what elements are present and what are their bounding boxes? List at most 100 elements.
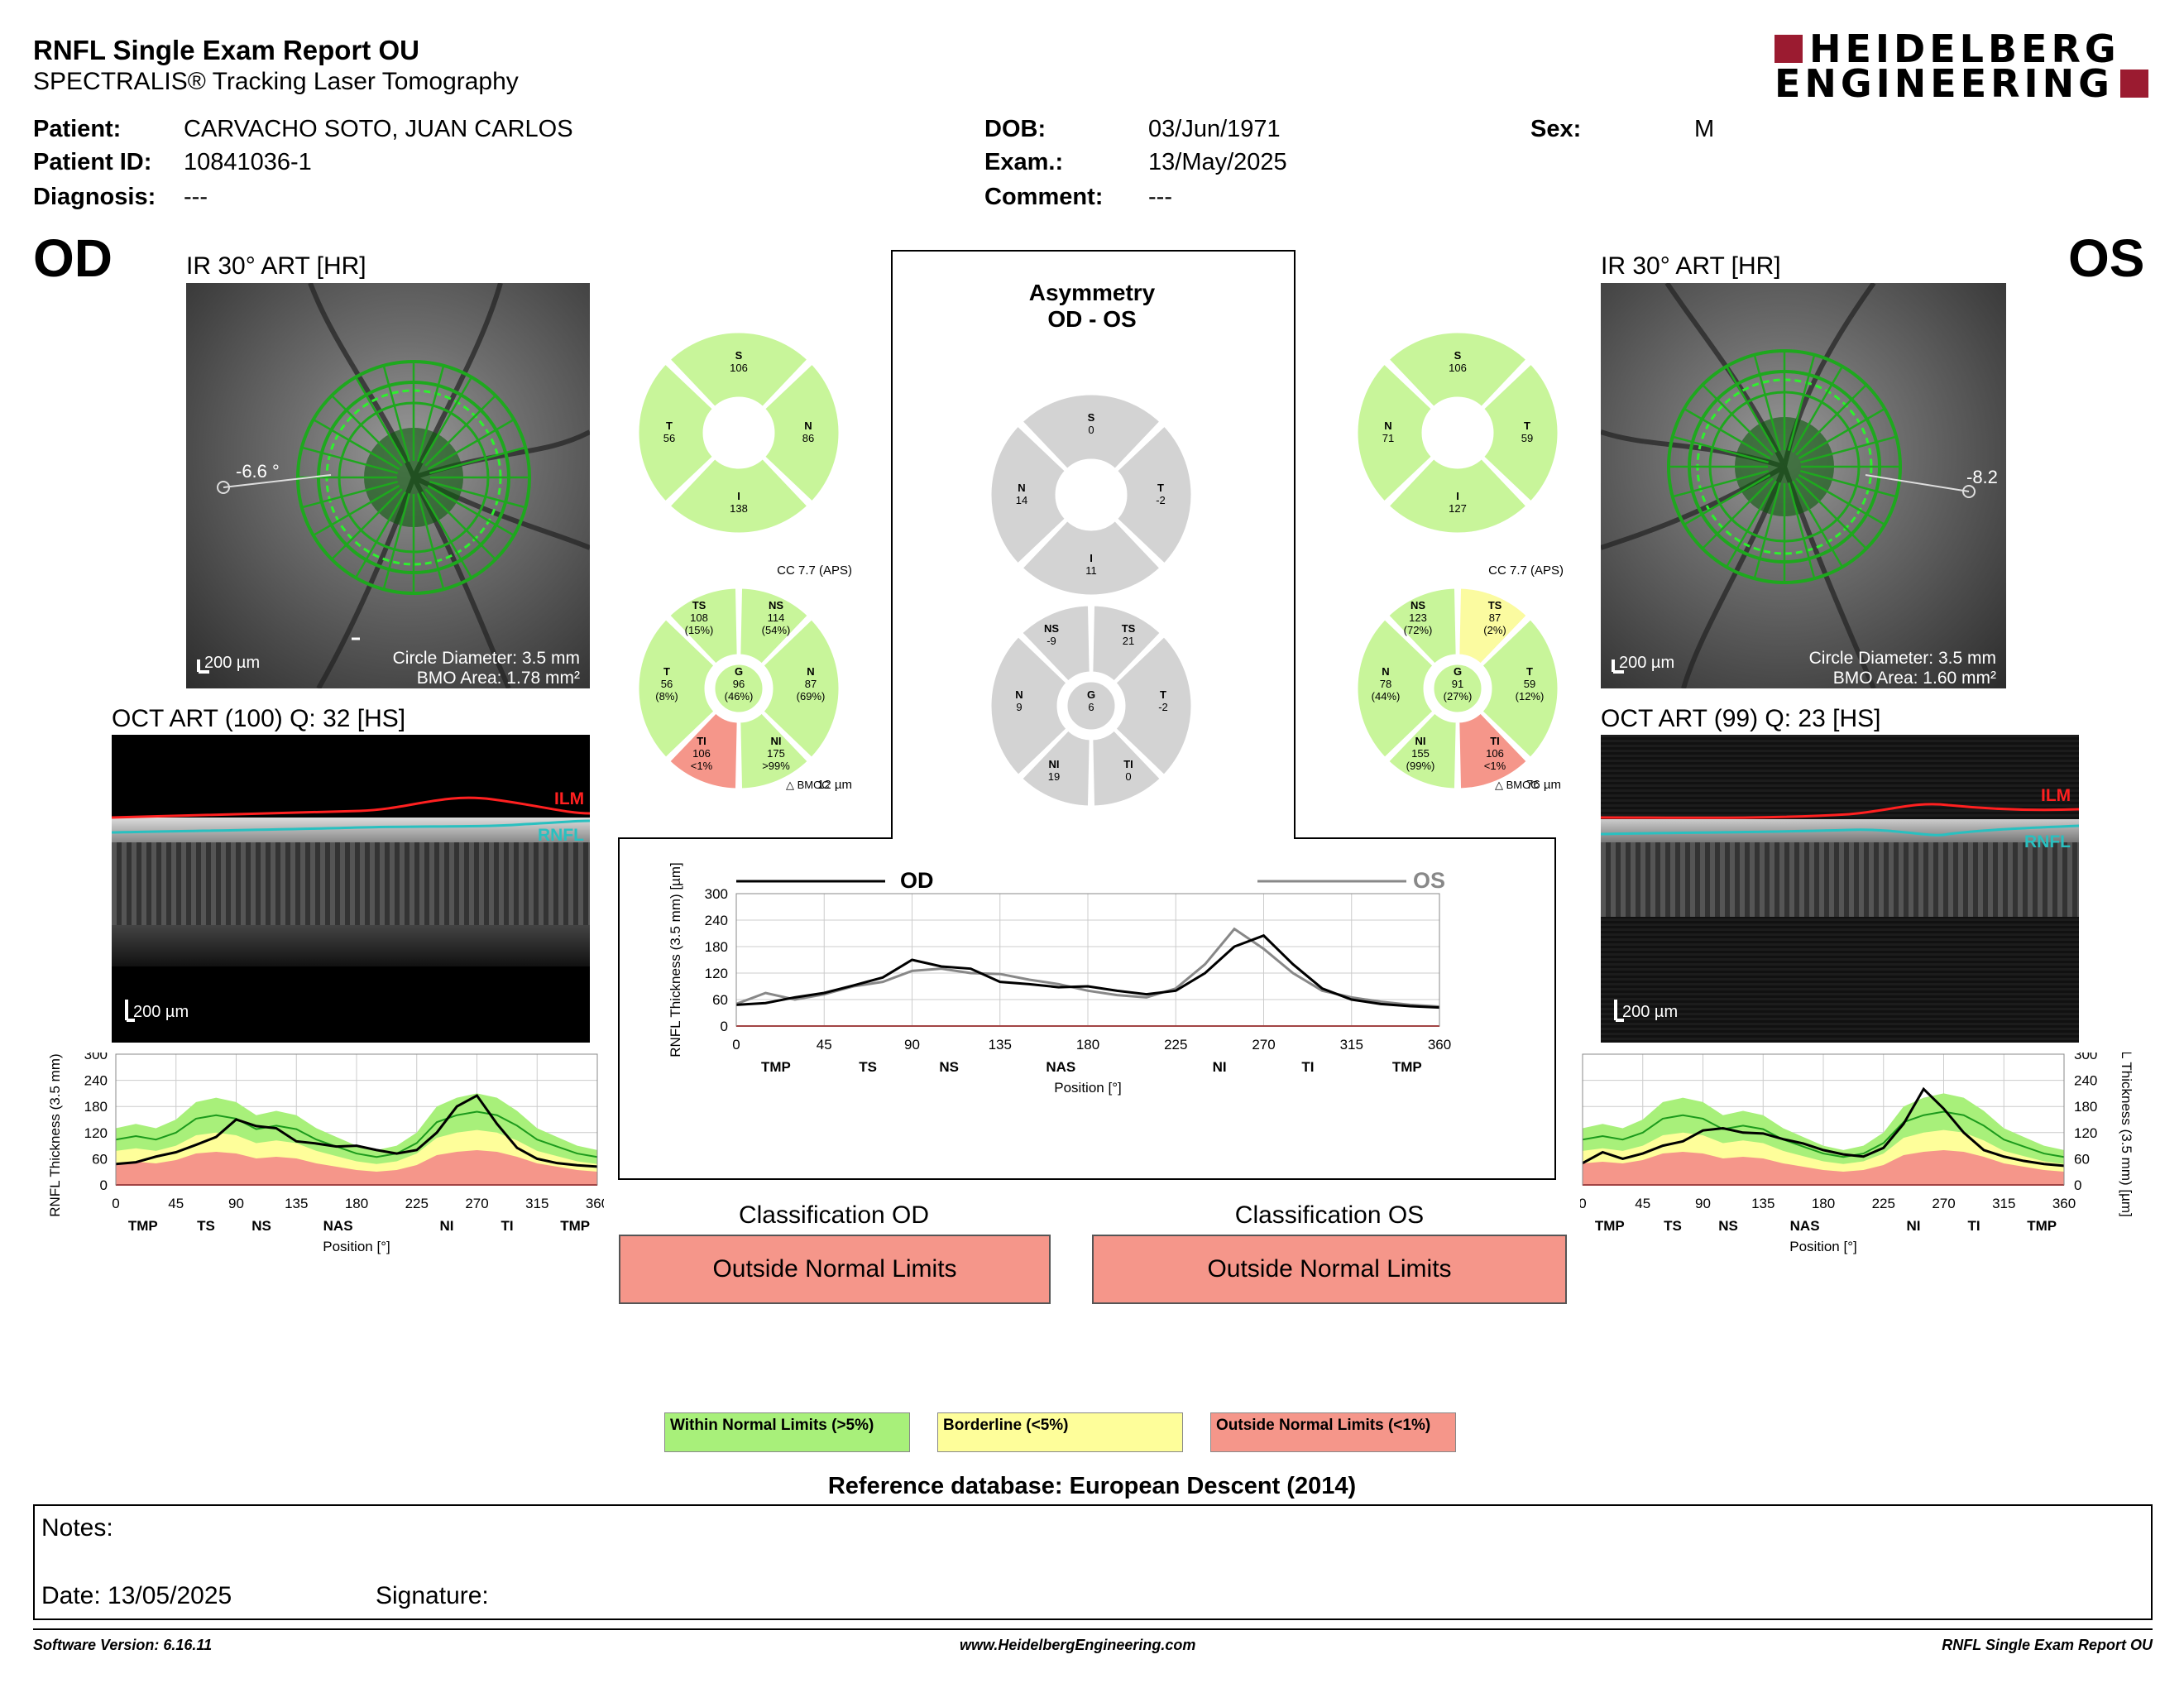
od-eye-label: OD xyxy=(33,228,113,288)
asym-label-N: N9 xyxy=(1015,688,1023,713)
region-label: TMP xyxy=(128,1218,158,1234)
asym-sector-TS xyxy=(1090,603,1163,684)
notes-label: Notes: xyxy=(41,1514,113,1542)
svg-text:(72%): (72%) xyxy=(1404,624,1433,636)
svg-text:0: 0 xyxy=(1088,424,1094,436)
svg-text:86: 86 xyxy=(802,432,814,444)
svg-text:(46%): (46%) xyxy=(725,690,754,703)
y-tick: 300 xyxy=(2074,1053,2097,1062)
logo-line2: ENGINEERING xyxy=(1774,61,2114,106)
svg-text:-2: -2 xyxy=(1156,494,1166,506)
website-link[interactable]: www.HeidelbergEngineering.com xyxy=(960,1637,1196,1653)
report-subtitle: SPECTRALIS® Tracking Laser Tomography xyxy=(33,68,519,95)
x-tick: 270 xyxy=(1252,1037,1275,1053)
asym-quad-S: S0 xyxy=(1088,411,1095,436)
svg-text:19: 19 xyxy=(1048,770,1060,783)
asym-sector-G xyxy=(1065,679,1118,732)
svg-text:-9: -9 xyxy=(1046,635,1056,647)
x-tick: 315 xyxy=(1992,1196,2015,1211)
od-label-T: T56(8%) xyxy=(655,665,678,703)
region-label: TMP xyxy=(1392,1059,1422,1075)
od-torsion-angle: -6.6 ° xyxy=(236,461,280,482)
svg-text:56: 56 xyxy=(661,678,673,690)
sex: M xyxy=(1694,116,1715,142)
od-quadrant-3 xyxy=(636,361,716,505)
od-rnfl-label: RNFL xyxy=(538,826,584,845)
svg-text:106: 106 xyxy=(1449,362,1467,374)
dob: 03/Jun/1971 xyxy=(1148,116,1281,142)
svg-text:127: 127 xyxy=(1449,502,1467,515)
od-quad-N: N86 xyxy=(802,420,814,444)
os-oct-title: OCT ART (99) Q: 23 [HS] xyxy=(1601,705,1881,732)
od-quadrant-1 xyxy=(762,361,841,505)
os-fundus-image: -8.2 200 µm Circle Diameter: 3.5 mm BMO … xyxy=(1601,283,2006,688)
region-label: NS xyxy=(251,1218,271,1234)
x-tick: 0 xyxy=(1580,1196,1587,1211)
reference-database: Reference database: European Descent (20… xyxy=(827,1473,1357,1499)
svg-text:TI: TI xyxy=(1123,758,1133,770)
exam-label: Exam.: xyxy=(984,149,1064,175)
svg-text:N: N xyxy=(1015,688,1023,701)
asym-sector-N xyxy=(989,634,1070,778)
od-bmo-prefix: △ BMOC xyxy=(786,779,830,791)
y-tick: 240 xyxy=(84,1073,108,1089)
asym-quadrant-0 xyxy=(1019,392,1163,472)
svg-text:91: 91 xyxy=(1452,678,1463,690)
svg-text:T: T xyxy=(663,665,670,678)
svg-text:G: G xyxy=(1454,665,1462,678)
y-tick: 60 xyxy=(92,1151,108,1167)
comment: --- xyxy=(1148,184,1172,210)
x-tick: 45 xyxy=(817,1037,832,1053)
svg-text:0: 0 xyxy=(1125,770,1131,783)
svg-text:T: T xyxy=(1526,665,1533,678)
diagnosis-label: Diagnosis: xyxy=(33,184,156,210)
x-tick: 135 xyxy=(1751,1196,1774,1211)
os-bmo-area: BMO Area: 1.60 mm² xyxy=(1832,669,1996,688)
svg-text:G: G xyxy=(1087,688,1095,701)
svg-text:106: 106 xyxy=(1486,747,1504,760)
x-tick: 360 xyxy=(1428,1037,1451,1053)
classification-os-value: Outside Normal Limits xyxy=(1092,1235,1567,1304)
notes-signature: Signature: xyxy=(376,1582,489,1609)
os-sector-TI xyxy=(1457,710,1530,791)
od-quadrant-0 xyxy=(667,330,811,410)
x-tick: 360 xyxy=(2052,1196,2076,1211)
asym-sector-NS xyxy=(1019,603,1092,684)
os-label-T: T59(12%) xyxy=(1516,665,1545,703)
svg-text:I: I xyxy=(1090,552,1093,564)
classification-od-value: Outside Normal Limits xyxy=(619,1235,1051,1304)
svg-text:14: 14 xyxy=(1016,494,1027,506)
svg-text:T: T xyxy=(1157,482,1164,494)
region-label: TMP xyxy=(761,1059,791,1075)
x-tick: 270 xyxy=(465,1196,488,1211)
x-tick: 90 xyxy=(228,1196,244,1211)
legend-od: OD xyxy=(900,868,934,893)
region-label: TMP xyxy=(2027,1218,2057,1234)
od-ir-scalebar: 200 µm xyxy=(204,654,261,672)
od-sector-TS xyxy=(667,586,740,667)
od-rnfl-chart: 0 45 90 135 180 225 270 315 360 0 60 120 180 240 300 TM… xyxy=(47,1053,604,1254)
y-tick: 0 xyxy=(100,1177,108,1193)
legend-os: OS xyxy=(1413,868,1445,893)
y-tick: 120 xyxy=(705,966,728,981)
asym-label-T: T-2 xyxy=(1158,688,1168,713)
comment-label: Comment: xyxy=(984,184,1104,210)
notes-box[interactable]: Notes: Date: 13/05/2025 Signature: xyxy=(33,1504,2153,1620)
patient-name: CARVACHO SOTO, JUAN CARLOS xyxy=(184,116,573,142)
od-oct-bscan: ILM RNFL 200 µm xyxy=(112,735,590,1043)
x-tick: 45 xyxy=(168,1196,184,1211)
region-label: TMP xyxy=(1595,1218,1625,1234)
legend-borderline: Borderline (<5%) xyxy=(937,1412,1183,1452)
x-tick: 225 xyxy=(1872,1196,1895,1211)
svg-text:S: S xyxy=(735,349,743,362)
asym-quadrant-3 xyxy=(989,423,1068,567)
x-tick: 0 xyxy=(112,1196,119,1211)
x-tick: 180 xyxy=(1076,1037,1099,1053)
os-quad-T: T59 xyxy=(1521,420,1533,444)
asym-quad-I: I11 xyxy=(1085,552,1097,577)
